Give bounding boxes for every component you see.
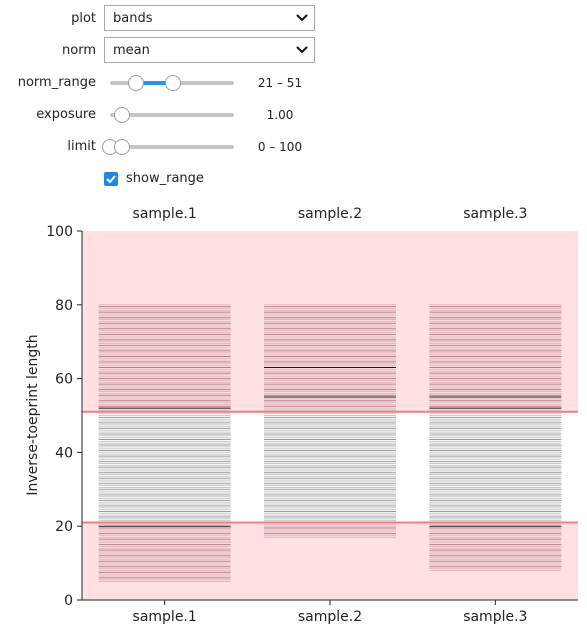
- top-category-label: sample.1: [133, 206, 197, 222]
- bottom-category-label: sample.3: [463, 609, 527, 625]
- top-category-label: sample.2: [298, 206, 362, 222]
- slider-handle[interactable]: [114, 107, 131, 123]
- norm-range-control-row: norm_range 21 – 51: [0, 69, 320, 97]
- bottom-category-label: sample.1: [133, 609, 197, 625]
- slider-low-handle[interactable]: [128, 75, 145, 91]
- range-shade-upper: [82, 231, 578, 412]
- y-tick-label: 0: [64, 593, 73, 609]
- norm-select-value: mean: [113, 42, 150, 58]
- limit-readout: 0 – 100: [257, 140, 303, 154]
- top-category-label: sample.3: [463, 206, 527, 222]
- limit-slider[interactable]: [102, 137, 234, 157]
- slider-fill: [136, 81, 174, 85]
- chevron-down-icon: [296, 14, 308, 22]
- plot-select-value: bands: [113, 10, 153, 26]
- plot-control-row: plot bands: [0, 5, 320, 33]
- limit-control-row: limit 0 – 100: [0, 133, 320, 161]
- norm-range-slider[interactable]: [110, 73, 234, 93]
- exposure-slider[interactable]: [110, 105, 234, 125]
- show-range-checkbox[interactable]: [104, 172, 118, 186]
- limit-label: limit: [67, 139, 96, 154]
- range-shade-lower: [82, 522, 578, 600]
- slider-high-handle[interactable]: [165, 75, 182, 91]
- chevron-down-icon: [296, 46, 308, 54]
- exposure-control-row: exposure 1.00: [0, 101, 320, 129]
- y-tick-label: 80: [55, 298, 73, 314]
- slider-high-handle[interactable]: [114, 139, 131, 155]
- show-range-control-row: show_range: [0, 165, 320, 193]
- y-tick-label: 100: [46, 224, 73, 240]
- plot-label: plot: [71, 11, 96, 26]
- norm-range-label: norm_range: [17, 75, 96, 90]
- norm-label: norm: [62, 43, 96, 58]
- norm-select[interactable]: mean: [104, 37, 315, 63]
- bottom-category-label: sample.2: [298, 609, 362, 625]
- exposure-readout: 1.00: [266, 108, 294, 122]
- checkmark-icon: [106, 175, 116, 184]
- norm-range-readout: 21 – 51: [257, 76, 303, 90]
- y-tick-label: 40: [55, 445, 73, 461]
- show-range-label: show_range: [126, 171, 204, 186]
- plot-select[interactable]: bands: [104, 5, 315, 31]
- norm-control-row: norm mean: [0, 37, 320, 65]
- y-axis-label: Inverse-toeprint length: [25, 334, 41, 495]
- y-tick-label: 20: [55, 519, 73, 535]
- slider-track: [110, 113, 234, 117]
- exposure-label: exposure: [36, 107, 96, 122]
- slider-track: [110, 145, 234, 149]
- y-tick-label: 60: [55, 372, 73, 388]
